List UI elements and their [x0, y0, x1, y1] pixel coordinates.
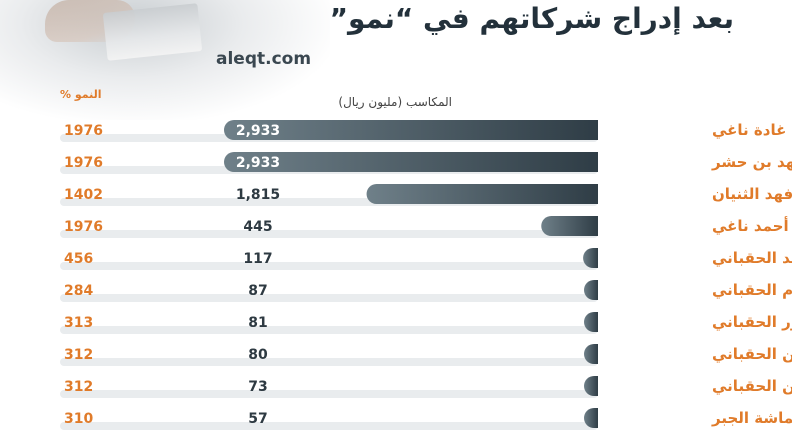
value-label: 2,933 [236, 155, 280, 171]
growth-value: 313 [64, 315, 93, 331]
chart-title: بعد إدراج شركاتهم في “نمو” [329, 2, 734, 35]
category-label: فهد الثنيان [712, 185, 792, 203]
category-label: هشام الحقباني [712, 281, 792, 299]
earnings-header: المكاسب (مليون ريال) [338, 95, 452, 109]
category-label: عبدالرحمن الحقباني [712, 377, 792, 395]
banknotes-image [102, 3, 203, 61]
value-label: 2,933 [236, 123, 280, 139]
value-label: 87 [248, 283, 267, 299]
bar [584, 408, 598, 428]
bar [541, 216, 598, 236]
row-background [60, 230, 598, 238]
bar [224, 120, 598, 140]
bar [584, 344, 598, 364]
bar [584, 376, 598, 396]
value-label: 445 [243, 219, 272, 235]
growth-value: 1402 [64, 187, 103, 203]
row-background [60, 326, 598, 334]
growth-value: 456 [64, 251, 93, 267]
value-label: 117 [243, 251, 272, 267]
row-background [60, 198, 598, 206]
row-background [60, 134, 598, 142]
value-label: 73 [248, 379, 267, 395]
value-label: 57 [248, 411, 267, 427]
background-photo [0, 0, 330, 120]
row-background [60, 390, 598, 398]
growth-value: 1976 [64, 155, 103, 171]
growth-header: النمو % [60, 88, 102, 101]
growth-value: 1976 [64, 219, 103, 235]
source-label: aleqt.com [216, 49, 312, 69]
row-background [60, 422, 598, 430]
growth-value: 310 [64, 411, 93, 427]
growth-value: 284 [64, 283, 93, 299]
growth-value: 312 [64, 347, 93, 363]
growth-value: 1976 [64, 123, 103, 139]
bar [583, 248, 598, 268]
category-label: منصور الحقباني [712, 313, 792, 331]
bar [584, 312, 598, 332]
growth-value: 312 [64, 379, 93, 395]
row-background [60, 166, 598, 174]
row-background [60, 262, 598, 270]
value-label: 81 [248, 315, 267, 331]
category-label: قماشة الجبر [711, 409, 792, 427]
value-label: 1,815 [236, 187, 280, 203]
bar [366, 184, 598, 204]
category-label: غادة ناغي [712, 121, 786, 139]
category-label: أحمد ناغي [712, 216, 789, 235]
bar [584, 280, 598, 300]
category-label: أحمد الحقباني [712, 248, 792, 267]
category-label: فهد بن حشر [711, 153, 792, 171]
row-background [60, 294, 598, 302]
bar [224, 152, 598, 172]
category-label: عبدالمحسن الحقباني [712, 345, 792, 363]
value-label: 80 [248, 347, 268, 363]
row-background [60, 358, 598, 366]
